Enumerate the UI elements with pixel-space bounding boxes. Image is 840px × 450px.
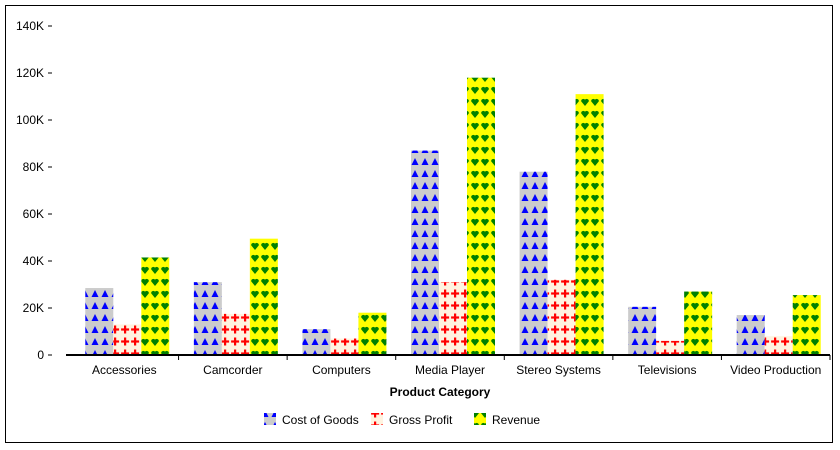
y-tick-label: 20K [23,301,44,315]
x-tick-label: Accessories [92,363,157,377]
legend-item-gross-profit: Gross Profit [371,413,453,427]
bar-cost-of-goods-computers [302,329,331,355]
legend-label: Gross Profit [389,413,453,427]
legend-swatch [371,413,383,425]
bar-gross-profit-media-player [439,282,467,355]
bar-cost-of-goods-video-production [736,315,765,355]
y-tick-label: 120K [16,66,44,80]
x-tick-label: Media Player [415,363,485,377]
bar-cost-of-goods-camcorder [193,282,222,355]
y-tick-label: 60K [23,207,44,221]
bar-cost-of-goods-accessories [85,288,114,355]
bar-revenue-computers [358,312,387,355]
legend-label: Revenue [492,413,540,427]
bar-revenue-stereo-systems [575,94,604,356]
bar-revenue-video-production [792,295,821,355]
x-tick-label: Camcorder [203,363,262,377]
legend-label: Cost of Goods [282,413,359,427]
bar-gross-profit-computers [330,338,359,355]
x-tick-label: Video Production [730,363,821,377]
legend-swatch [264,413,276,425]
bar-gross-profit-camcorder [221,313,250,355]
legend-item-cost-of-goods: Cost of Goods [264,413,359,427]
legend-swatch [474,413,486,425]
y-tick-label: 40K [23,254,44,268]
bar-cost-of-goods-televisions [628,306,657,355]
bar-cost-of-goods-stereo-systems [519,171,548,355]
bar-gross-profit-televisions [656,340,685,355]
bar-revenue-televisions [684,291,713,355]
x-tick-label: Stereo Systems [516,363,601,377]
bar-gross-profit-video-production [764,336,793,355]
y-tick-label: 140K [16,19,44,33]
x-tick-label: Televisions [638,363,697,377]
y-tick-label: 0 [37,348,44,362]
bar-revenue-accessories [141,257,170,355]
x-tick-label: Computers [312,363,371,377]
x-axis-title: Product Category [390,385,491,399]
bar-gross-profit-accessories [113,324,142,355]
y-tick-label: 100K [16,113,44,127]
bar-revenue-media-player [467,77,495,355]
bar-revenue-camcorder [249,238,278,355]
legend: Cost of Goods Gross Profit Revenue [264,413,540,427]
legend-item-revenue: Revenue [474,413,540,427]
y-tick-label: 80K [23,160,44,174]
bar-gross-profit-stereo-systems [547,279,576,355]
bar-cost-of-goods-media-player [411,150,439,355]
